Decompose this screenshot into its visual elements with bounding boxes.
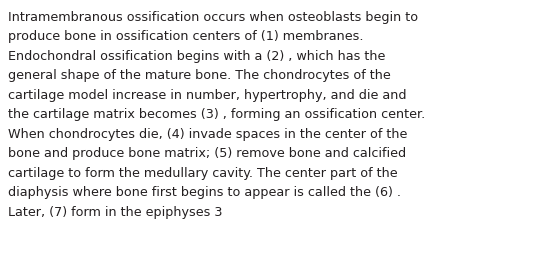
Text: Intramembranous ossification occurs when osteoblasts begin to
produce bone in os: Intramembranous ossification occurs when… xyxy=(8,11,426,219)
